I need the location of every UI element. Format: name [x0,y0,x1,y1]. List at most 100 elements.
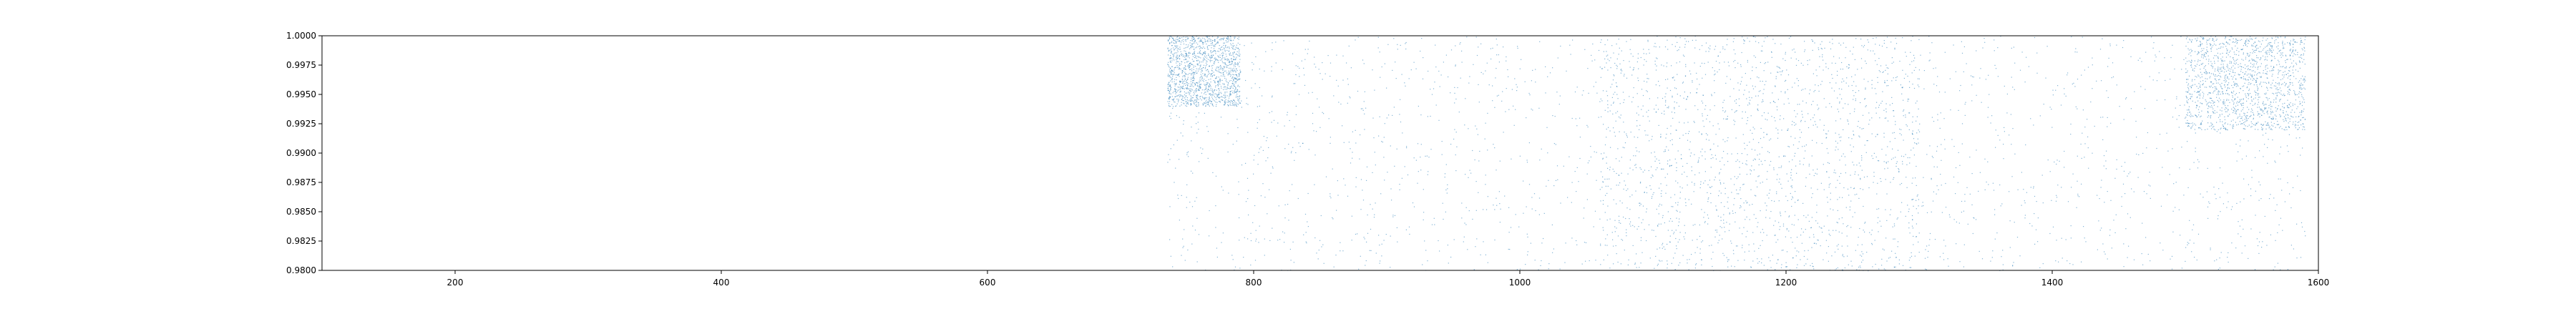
scatter-point [1167,87,1169,89]
scatter-point [1189,57,1190,59]
scatter-point [1332,168,1333,170]
scatter-point [1729,223,1730,225]
scatter-point [1202,97,1204,99]
scatter-point [1804,250,1805,252]
scatter-point [1699,235,1701,237]
scatter-point [1940,174,1941,175]
scatter-point [1723,182,1724,184]
scatter-point [1863,128,1864,129]
scatter-point [1169,58,1171,59]
scatter-point [1695,39,1697,41]
scatter-point [1614,226,1616,227]
scatter-point [1204,84,1206,86]
scatter-point [2056,195,2057,196]
scatter-point [1822,54,1823,56]
scatter-point [1731,242,1732,244]
scatter-point [1226,67,1228,69]
scatter-point [1650,177,1652,178]
scatter-point [1375,202,1376,204]
scatter-point [1685,64,1687,65]
scatter-point [1733,119,1735,121]
scatter-point [1787,200,1788,202]
scatter-point [1362,59,1364,61]
scatter-point [1182,238,1184,240]
scatter-point [1235,78,1236,79]
scatter-point [1223,89,1224,90]
scatter-point [1207,59,1209,60]
scatter-point [1312,123,1314,124]
scatter-point [1377,47,1379,49]
scatter-point [1230,43,1231,44]
scatter-point [2033,124,2034,126]
scatter-point [1553,185,1555,187]
scatter-point [1853,187,1855,189]
scatter-point [1727,266,1729,268]
scatter-point [1197,70,1199,72]
scatter-point [1189,89,1191,91]
scatter-point [1911,182,1913,184]
scatter-point [1931,117,1933,118]
scatter-point [1415,160,1417,161]
scatter-point [1365,260,1367,262]
scatter-point [1237,54,1239,56]
scatter-point [1899,133,1901,134]
scatter-point [1673,233,1674,235]
scatter-point [1644,59,1645,60]
scatter-point [2102,139,2104,140]
scatter-point [2272,139,2273,141]
scatter-point [1455,170,1457,172]
scatter-point [1914,57,1916,59]
scatter-point [1229,36,1231,37]
scatter-point [1181,104,1182,106]
scatter-point [1886,36,1888,38]
scatter-point [2273,197,2275,199]
scatter-point [1220,79,1221,81]
scatter-point [1199,62,1200,64]
scatter-point [1644,229,1645,230]
scatter-point [1828,162,1830,164]
scatter-point [1196,60,1198,62]
scatter-point [2271,45,2273,46]
scatter-point [1757,154,1758,156]
scatter-point [1206,97,1208,99]
scatter-point [1571,202,1572,203]
scatter-point [1611,97,1613,98]
scatter-point [1824,47,1825,49]
scatter-point [1649,52,1650,54]
scatter-point [1232,104,1234,106]
scatter-point [1816,142,1818,144]
scatter-point [2214,260,2215,262]
scatter-point [1815,220,1817,222]
scatter-point [1881,258,1883,260]
scatter-point [2098,220,2099,222]
scatter-point [1187,65,1189,67]
scatter-point [1171,41,1173,42]
scatter-point [1632,225,1634,226]
scatter-point [1227,99,1229,101]
scatter-point [1223,42,1224,44]
scatter-point [1607,100,1609,102]
scatter-point [1222,54,1224,56]
scatter-point [1183,75,1184,77]
scatter-point [2267,38,2268,39]
scatter-point [1190,62,1191,64]
scatter-point [1803,215,1805,217]
scatter-point [1733,253,1735,255]
scatter-point [1676,88,1677,89]
scatter-point [1648,78,1649,79]
scatter-point [1813,242,1815,244]
scatter-point [1186,82,1188,84]
scatter-point [1186,154,1188,155]
scatter-point [1193,94,1194,96]
scatter-point [1232,45,1234,46]
scatter-point [1235,70,1236,72]
scatter-point [1289,248,1291,250]
scatter-point [1224,92,1226,94]
scatter-point [1184,83,1186,84]
scatter-point [2123,40,2124,41]
scatter-point [1727,197,1729,198]
scatter-point [1677,182,1679,184]
scatter-point [1809,173,1810,175]
scatter-point [1209,100,1211,102]
scatter-point [2250,195,2252,197]
